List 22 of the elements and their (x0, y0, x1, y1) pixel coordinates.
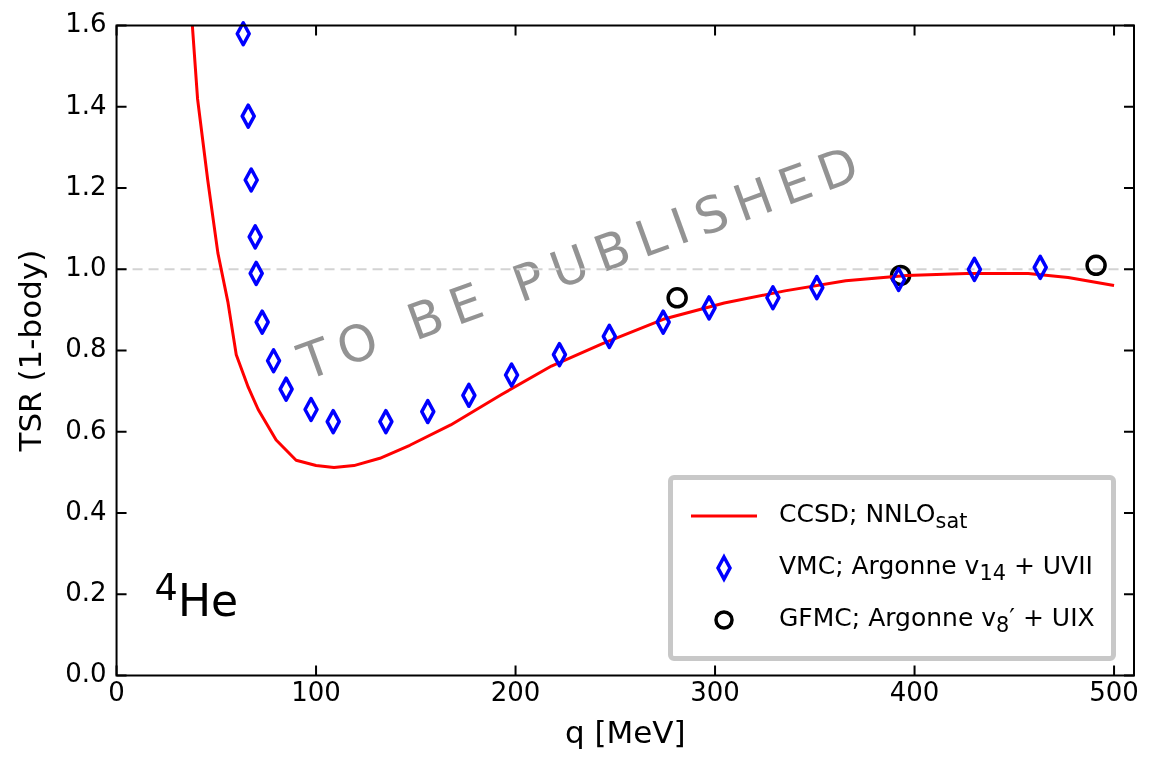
y-tick-label: 0.2 (65, 577, 107, 608)
x-tick-label: 300 (690, 676, 740, 707)
x-tick-label: 100 (291, 676, 341, 707)
legend-label: VMC; Argonne v$_{14}$ + UVII (779, 550, 1093, 585)
text: TO BE PUBLISHED (290, 135, 866, 392)
y-tick-label: 0.4 (65, 495, 107, 526)
y-tick-label: 1.0 (65, 252, 107, 283)
y-tick-label: 1.4 (65, 89, 107, 120)
y-tick-label: 1.2 (65, 170, 107, 201)
x-tick-label: 0 (108, 676, 125, 707)
legend-label: GFMC; Argonne v$_{8}$′ + UIX (779, 602, 1095, 637)
y-tick-label: 0.0 (65, 658, 107, 689)
x-axis-title: q [MeV] (564, 714, 686, 751)
legend-label: CCSD; NNLO$_{sat}$ (779, 498, 968, 533)
x-tick-label: 500 (1089, 676, 1139, 707)
annotation: $^{4}$He (154, 565, 239, 626)
x-tick-label: 400 (889, 676, 940, 707)
y-axis-title: TSR (1-body) (11, 249, 48, 453)
y-tick-label: 0.8 (65, 333, 107, 364)
y-tick-label: 1.6 (65, 8, 107, 39)
x-tick-label: 200 (490, 676, 541, 707)
y-tick-label: 0.6 (65, 414, 107, 445)
